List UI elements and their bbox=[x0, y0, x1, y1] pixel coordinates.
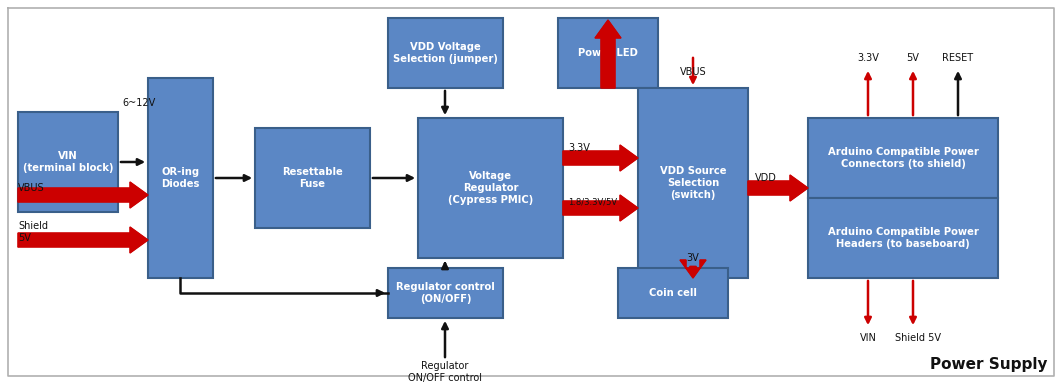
Bar bbox=[418, 118, 563, 258]
Polygon shape bbox=[563, 145, 638, 171]
Text: 5V: 5V bbox=[907, 53, 920, 63]
Text: Shield
5V: Shield 5V bbox=[18, 221, 48, 243]
Bar bbox=[618, 268, 727, 318]
Bar bbox=[388, 18, 503, 88]
Text: Resettable
Fuse: Resettable Fuse bbox=[282, 167, 343, 189]
Text: Power LED: Power LED bbox=[578, 48, 638, 58]
Bar bbox=[558, 18, 658, 88]
Bar bbox=[148, 78, 213, 278]
Polygon shape bbox=[680, 260, 706, 278]
Bar bbox=[18, 112, 118, 212]
Text: 3.3V: 3.3V bbox=[568, 143, 589, 153]
Bar bbox=[638, 88, 748, 278]
Bar bbox=[255, 128, 370, 228]
Text: 3.3V: 3.3V bbox=[857, 53, 879, 63]
Text: VDD: VDD bbox=[755, 173, 777, 183]
Text: Voltage
Regulator
(Cypress PMIC): Voltage Regulator (Cypress PMIC) bbox=[448, 171, 533, 205]
Text: Regulator control
(ON/OFF): Regulator control (ON/OFF) bbox=[396, 282, 495, 304]
Text: 6~12V: 6~12V bbox=[122, 98, 155, 108]
Text: VBUS: VBUS bbox=[18, 183, 45, 193]
Polygon shape bbox=[748, 175, 808, 201]
Text: Power Supply: Power Supply bbox=[929, 357, 1047, 372]
Text: VIN: VIN bbox=[859, 333, 876, 343]
Text: VIN
(terminal block): VIN (terminal block) bbox=[22, 151, 114, 173]
Text: VDD Voltage
Selection (jumper): VDD Voltage Selection (jumper) bbox=[393, 42, 498, 64]
Bar bbox=[388, 268, 503, 318]
Text: Coin cell: Coin cell bbox=[649, 288, 697, 298]
Text: Arduino Compatible Power
Connectors (to shield): Arduino Compatible Power Connectors (to … bbox=[827, 147, 978, 169]
Bar bbox=[808, 198, 998, 278]
Text: 3V: 3V bbox=[687, 253, 700, 263]
Text: Shield 5V: Shield 5V bbox=[895, 333, 941, 343]
Polygon shape bbox=[595, 20, 621, 88]
Polygon shape bbox=[18, 227, 148, 253]
Polygon shape bbox=[18, 182, 148, 208]
Text: VDD Source
Selection
(switch): VDD Source Selection (switch) bbox=[660, 166, 726, 200]
Text: 1.8/3.3V/5V: 1.8/3.3V/5V bbox=[568, 197, 617, 207]
Text: Regulator
ON/OFF control: Regulator ON/OFF control bbox=[408, 361, 482, 383]
Polygon shape bbox=[563, 195, 638, 221]
Text: RESET: RESET bbox=[942, 53, 974, 63]
Text: Arduino Compatible Power
Headers (to baseboard): Arduino Compatible Power Headers (to bas… bbox=[827, 227, 978, 249]
Text: VBUS: VBUS bbox=[680, 67, 706, 77]
Text: OR-ing
Diodes: OR-ing Diodes bbox=[161, 167, 200, 189]
Bar bbox=[808, 118, 998, 198]
